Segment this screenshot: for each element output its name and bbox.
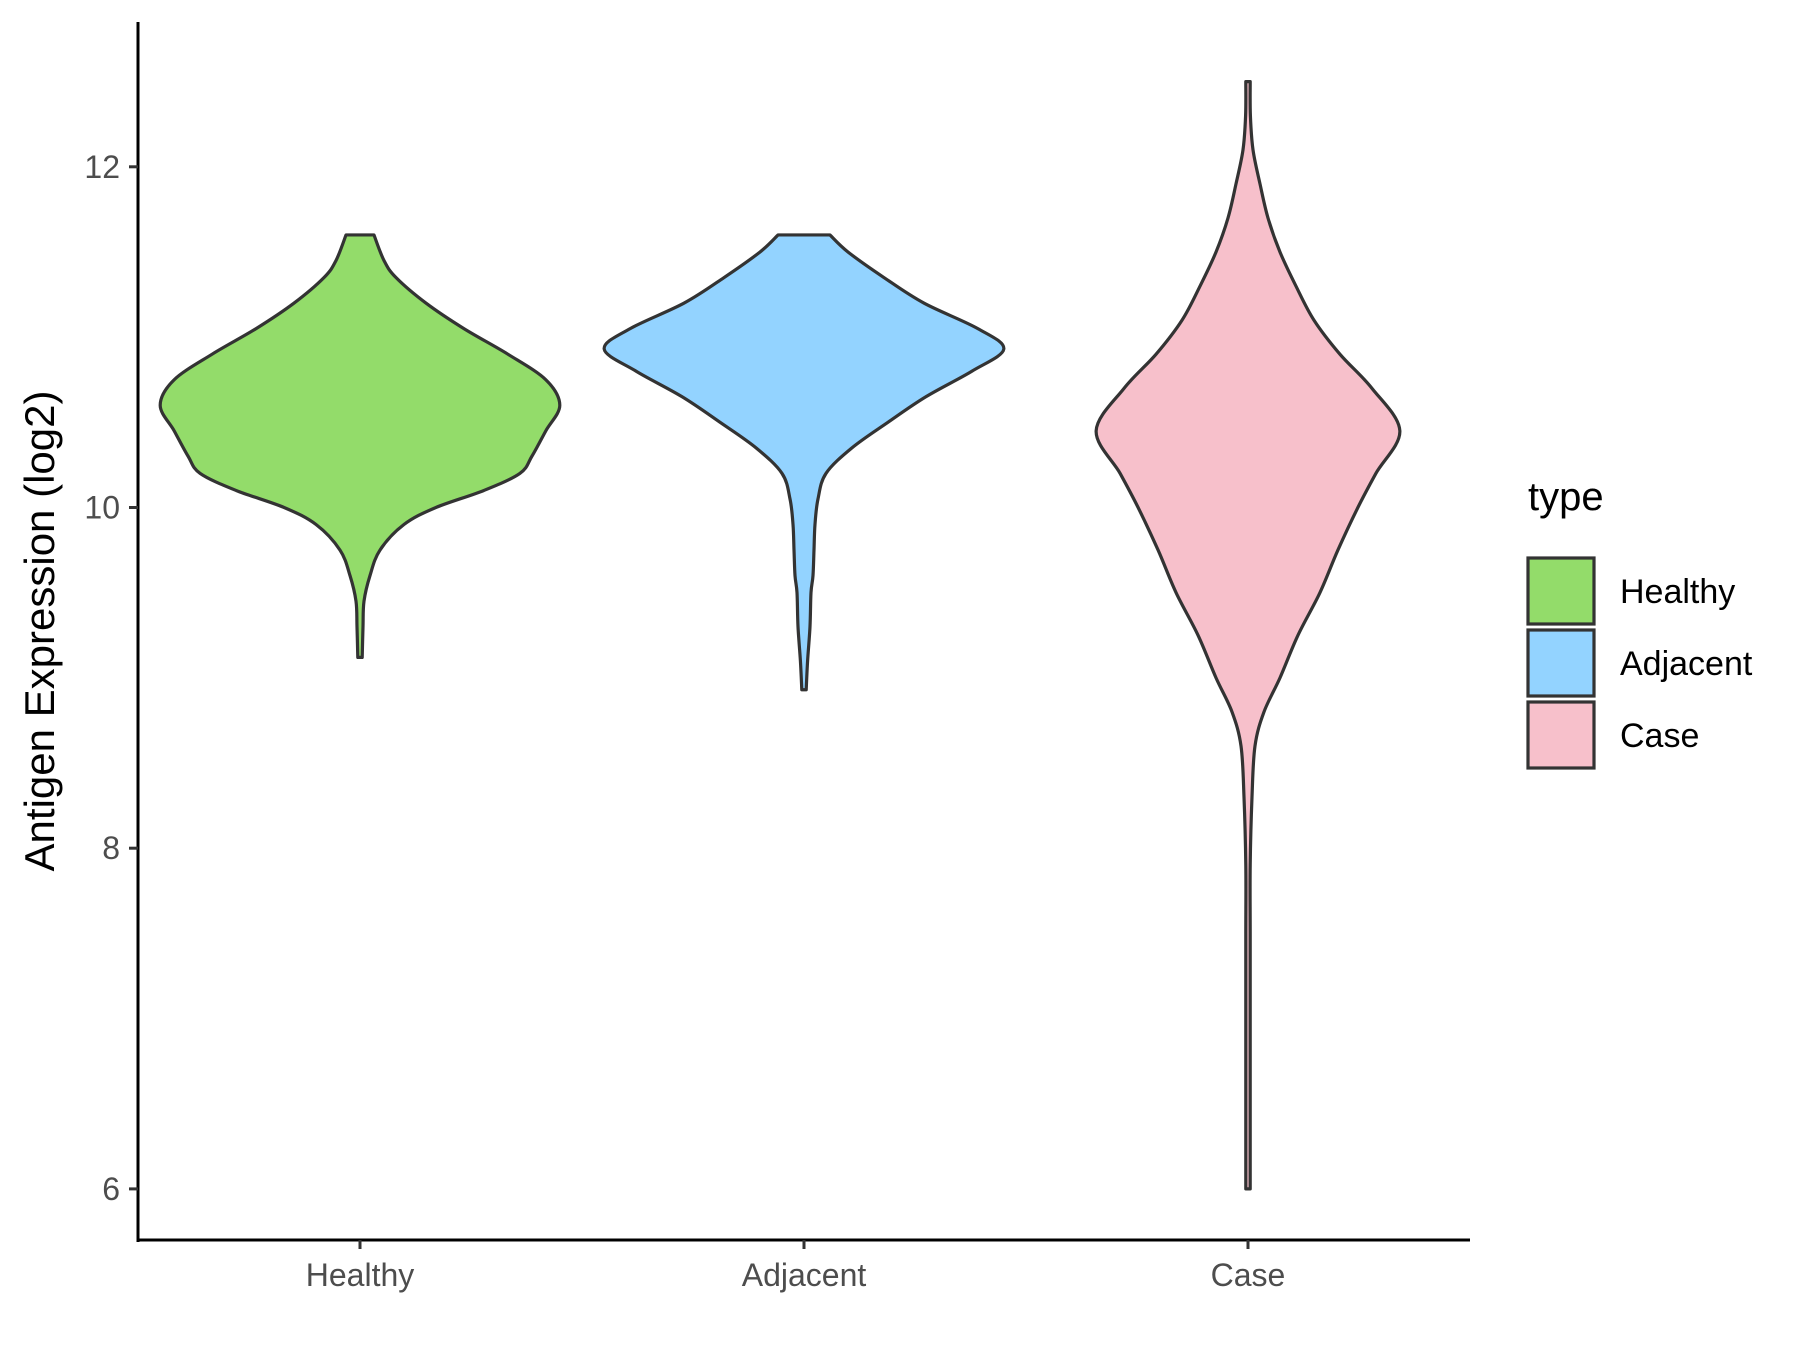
legend-label-healthy: Healthy bbox=[1620, 573, 1735, 611]
legend-label-adjacent: Adjacent bbox=[1620, 645, 1753, 683]
tick-layer: 6 8 10 12 Healthy Adjacent Case bbox=[84, 149, 1285, 1293]
violin-layer bbox=[158, 80, 1402, 1191]
y-tick-label: 10 bbox=[84, 489, 120, 525]
legend-label-case: Case bbox=[1620, 717, 1699, 755]
legend-key-case bbox=[1526, 700, 1596, 770]
legend-key-adjacent bbox=[1526, 628, 1596, 698]
violin-healthy bbox=[158, 233, 562, 659]
x-tick-label: Healthy bbox=[306, 1257, 415, 1293]
legend-key-healthy bbox=[1526, 556, 1596, 626]
x-tick-label: Case bbox=[1211, 1257, 1286, 1293]
x-tick-label: Adjacent bbox=[742, 1257, 867, 1293]
y-tick-label: 6 bbox=[102, 1171, 120, 1207]
violin-case bbox=[1094, 80, 1402, 1191]
violin-adjacent bbox=[602, 233, 1006, 692]
legend-title: type bbox=[1528, 475, 1604, 519]
legend: type Healthy Adjacent Case bbox=[1526, 475, 1753, 770]
y-axis-title: Antigen Expression (log2) bbox=[16, 391, 63, 872]
y-tick-label: 12 bbox=[84, 149, 120, 185]
y-tick-label: 8 bbox=[102, 830, 120, 866]
